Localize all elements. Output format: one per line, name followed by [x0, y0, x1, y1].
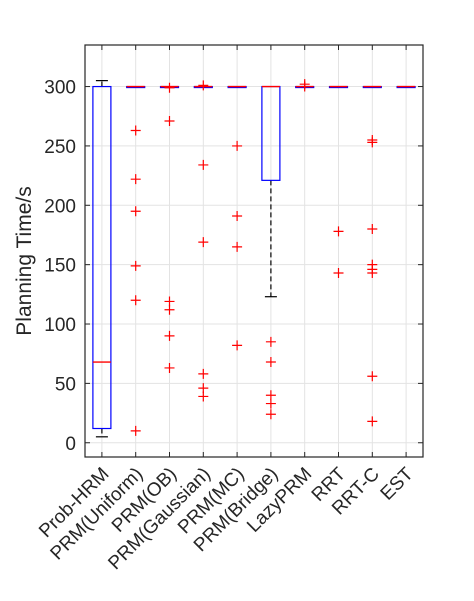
box-group [126, 85, 146, 436]
outlier-point [198, 368, 209, 379]
outlier-point [130, 295, 141, 306]
box-group [295, 79, 315, 92]
box-group [328, 85, 349, 278]
outlier-point [130, 206, 141, 217]
outlier-point [164, 362, 175, 373]
outlier-point [367, 224, 378, 235]
outlier-point [232, 140, 243, 151]
outlier-point [164, 82, 175, 93]
y-axis-label: Planning Time/s [13, 186, 36, 335]
outlier-point [164, 304, 175, 315]
outlier-point [232, 210, 243, 221]
outlier-point [198, 80, 209, 91]
outlier-point [130, 174, 141, 185]
box-group [227, 85, 247, 351]
outlier-point [299, 81, 310, 92]
y-tick-label: 150 [44, 256, 76, 277]
box-group [193, 80, 213, 402]
outlier-point [333, 226, 344, 237]
outlier-point [367, 416, 378, 427]
y-tick-label: 200 [44, 196, 76, 217]
outlier-point [265, 336, 276, 347]
plot-area-frame [84, 44, 424, 458]
outlier-point [198, 159, 209, 170]
outlier-point [164, 115, 175, 126]
outlier-point [367, 267, 378, 278]
box-group [396, 85, 416, 89]
outlier-point [130, 425, 141, 436]
box-group [159, 82, 180, 373]
outlier-point [333, 267, 344, 278]
outlier-point [130, 125, 141, 136]
outlier-point [265, 357, 276, 368]
outlier-point [198, 237, 209, 248]
outlier-point [367, 137, 378, 148]
y-tick-label: 0 [65, 434, 76, 455]
outlier-point [367, 371, 378, 382]
box-layer [92, 79, 416, 438]
y-tick-label: 250 [44, 137, 76, 158]
outlier-point [232, 340, 243, 351]
box-group [92, 80, 112, 438]
outlier-point [232, 241, 243, 252]
y-tick-label: 50 [55, 374, 76, 395]
y-tick-label: 100 [44, 315, 76, 336]
outlier-point [265, 409, 276, 420]
outlier-point [164, 330, 175, 341]
box-group [362, 85, 382, 427]
outlier-point [130, 260, 141, 271]
y-tick-label: 300 [44, 78, 76, 99]
outlier-point [265, 398, 276, 409]
outlier-point [198, 391, 209, 402]
box-iqr [92, 85, 112, 430]
box-group [261, 85, 281, 420]
